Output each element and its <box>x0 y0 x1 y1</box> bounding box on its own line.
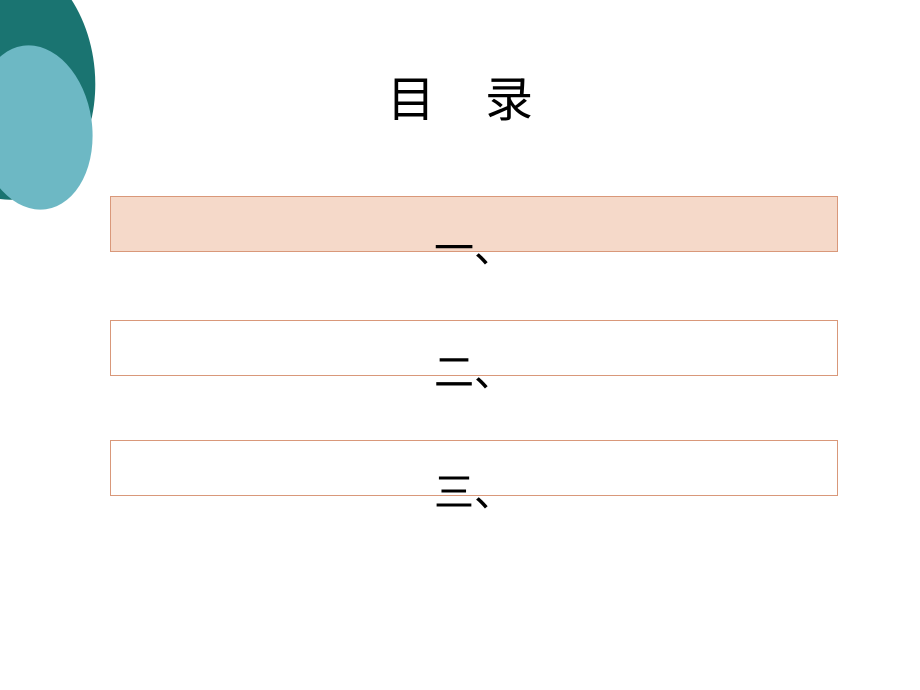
toc-item-2[interactable]: 二、 <box>110 320 838 376</box>
toc-item-1[interactable]: 一、 <box>110 196 838 252</box>
toc-item-label: 一、 <box>434 229 514 269</box>
toc-item-label: 二、 <box>434 353 514 393</box>
page-title: 目录 <box>0 60 920 130</box>
toc-item-3[interactable]: 三、 <box>110 440 838 496</box>
toc-item-label: 三、 <box>434 473 514 513</box>
